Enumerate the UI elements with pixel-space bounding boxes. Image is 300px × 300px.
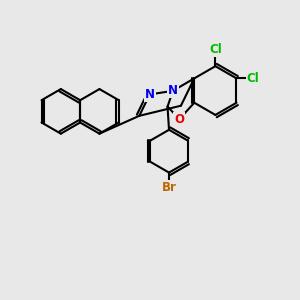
Text: Br: Br <box>162 181 176 194</box>
Text: O: O <box>174 112 184 126</box>
Text: Cl: Cl <box>247 72 259 85</box>
Text: Cl: Cl <box>209 43 222 56</box>
Text: N: N <box>168 84 178 98</box>
Text: N: N <box>145 88 155 101</box>
